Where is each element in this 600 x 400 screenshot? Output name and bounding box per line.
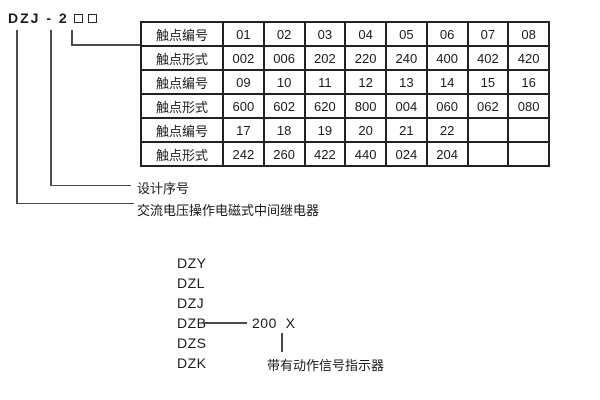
connector-table-vertical — [71, 30, 73, 45]
table-cell: 22 — [425, 117, 469, 143]
table-cell: 10 — [262, 69, 306, 95]
table-cell: 01 — [222, 21, 265, 47]
table-cell: 800 — [344, 93, 387, 119]
table-row: 触点编号 01 02 03 04 05 06 07 08 — [140, 21, 550, 47]
connector-table-horizontal — [71, 44, 140, 46]
table-cell — [507, 141, 550, 167]
table-cell: 20 — [344, 117, 387, 143]
series-code-dzs: DZS — [177, 335, 207, 351]
table-cell: 004 — [385, 93, 428, 119]
series-code-dzl: DZL — [177, 275, 205, 291]
table-cell: 04 — [344, 21, 387, 47]
series-list: DZY DZL DZJ DZB DZS DZK — [177, 253, 207, 373]
table-cell: 08 — [507, 21, 550, 47]
table-cell — [507, 117, 550, 143]
connector-relay-vertical — [16, 30, 18, 204]
relay-description-label: 交流电压操作电磁式中间继电器 — [137, 203, 320, 218]
table-cell — [466, 117, 510, 143]
table-cell — [466, 141, 510, 167]
table-row: 触点编号 09 10 11 12 13 14 15 16 — [140, 69, 550, 95]
indicator-connector-line — [281, 333, 283, 352]
table-cell: 07 — [466, 21, 510, 47]
table-cell: 420 — [507, 45, 550, 71]
table-cell: 060 — [425, 93, 469, 119]
table-row: 触点形式 002 006 202 220 240 400 402 420 — [140, 45, 550, 71]
table-cell: 204 — [425, 141, 469, 167]
connector-design-vertical — [50, 30, 52, 186]
table-cell: 13 — [385, 69, 428, 95]
table-cell: 202 — [303, 45, 347, 71]
table-cell: 620 — [303, 93, 347, 119]
row-label: 触点形式 — [140, 45, 224, 71]
table-cell: 242 — [222, 141, 265, 167]
table-cell: 440 — [344, 141, 387, 167]
table-cell: 002 — [222, 45, 265, 71]
table-cell: 024 — [385, 141, 428, 167]
table-row: 触点编号 17 18 19 20 21 22 — [140, 117, 550, 143]
model-code-text: DZJ - 2 — [8, 10, 69, 26]
connector-design-horizontal — [50, 184, 131, 186]
row-label: 触点编号 — [140, 69, 224, 95]
table-cell: 18 — [262, 117, 306, 143]
series-code-dzb: DZB — [177, 315, 207, 331]
table-cell: 09 — [222, 69, 265, 95]
series-code-dzk: DZK — [177, 355, 207, 371]
table-cell: 600 — [222, 93, 265, 119]
table-cell: 21 — [385, 117, 428, 143]
series-code-dzj: DZJ — [177, 295, 205, 311]
table-cell: 03 — [303, 21, 347, 47]
table-cell: 12 — [344, 69, 387, 95]
row-label: 触点编号 — [140, 21, 224, 47]
table-row: 触点形式 242 260 422 440 024 204 — [140, 141, 550, 167]
connector-relay-horizontal — [16, 202, 134, 204]
table-cell: 080 — [507, 93, 550, 119]
placeholder-box-1 — [73, 13, 83, 23]
table-cell: 422 — [303, 141, 347, 167]
table-cell: 402 — [466, 45, 510, 71]
dzb-dash-line — [203, 322, 247, 324]
table-cell: 19 — [303, 117, 347, 143]
table-row: 触点形式 600 602 620 800 004 060 062 080 — [140, 93, 550, 119]
row-label: 触点形式 — [140, 141, 224, 167]
row-label: 触点编号 — [140, 117, 224, 143]
table-cell: 02 — [262, 21, 306, 47]
series-code-dzy: DZY — [177, 255, 207, 271]
table-cell: 260 — [262, 141, 306, 167]
table-cell: 400 — [425, 45, 469, 71]
design-series-label: 设计序号 — [137, 181, 190, 196]
table-cell: 062 — [466, 93, 510, 119]
model-code: DZJ - 2 — [8, 10, 97, 26]
dzb-suffix: 200 X — [252, 315, 296, 331]
table-cell: 006 — [262, 45, 306, 71]
table-cell: 06 — [425, 21, 469, 47]
table-cell: 11 — [303, 69, 347, 95]
row-label: 触点形式 — [140, 93, 224, 119]
table-cell: 220 — [344, 45, 387, 71]
indicator-note: 带有动作信号指示器 — [267, 358, 385, 373]
table-cell: 17 — [222, 117, 265, 143]
table-cell: 16 — [507, 69, 550, 95]
table-cell: 602 — [262, 93, 306, 119]
table-cell: 05 — [385, 21, 428, 47]
table-cell: 240 — [385, 45, 428, 71]
contact-code-table: 触点编号 01 02 03 04 05 06 07 08 触点形式 002 00… — [140, 21, 550, 167]
table-cell: 15 — [466, 69, 510, 95]
table-cell: 14 — [425, 69, 469, 95]
placeholder-box-2 — [87, 13, 97, 23]
